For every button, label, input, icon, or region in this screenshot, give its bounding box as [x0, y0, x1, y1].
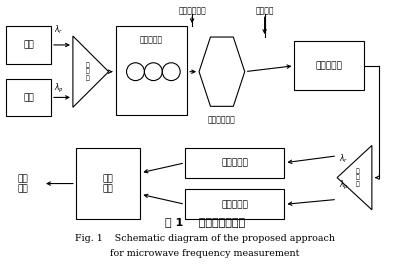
- Text: 合
波
器: 合 波 器: [85, 62, 89, 81]
- Text: $\lambda_p$: $\lambda_p$: [54, 82, 64, 95]
- Bar: [185, 190, 284, 219]
- Text: for microwave frequency measurement: for microwave frequency measurement: [110, 249, 300, 258]
- Text: 光电探测器: 光电探测器: [222, 200, 248, 209]
- Text: 光电探测器: 光电探测器: [222, 158, 248, 167]
- Text: 偏置控制器: 偏置控制器: [140, 36, 163, 44]
- Text: 信号
处理: 信号 处理: [103, 174, 113, 193]
- Text: 光源: 光源: [23, 93, 34, 102]
- Bar: [76, 148, 141, 219]
- Text: 偏置电压: 偏置电压: [255, 6, 274, 15]
- Polygon shape: [337, 145, 372, 210]
- Bar: [115, 26, 187, 115]
- Bar: [294, 41, 364, 91]
- Bar: [6, 26, 51, 64]
- Text: 频率
输出: 频率 输出: [18, 174, 29, 193]
- Text: 射频信号输入: 射频信号输入: [178, 6, 206, 15]
- Text: 光强度调制器: 光强度调制器: [208, 115, 236, 124]
- Text: 光子滤波器: 光子滤波器: [316, 61, 343, 70]
- Text: $\lambda_r$: $\lambda_r$: [339, 153, 349, 165]
- Text: Fig. 1    Schematic diagram of the proposed approach: Fig. 1 Schematic diagram of the proposed…: [75, 234, 335, 243]
- Text: 合
波
器: 合 波 器: [356, 168, 360, 187]
- Text: 光源: 光源: [23, 41, 34, 49]
- Polygon shape: [73, 36, 109, 107]
- Bar: [185, 148, 284, 178]
- Polygon shape: [199, 37, 245, 106]
- Text: $\lambda_r$: $\lambda_r$: [54, 23, 63, 36]
- Text: $\lambda_p$: $\lambda_p$: [339, 179, 349, 192]
- Text: 图 1    瞬时测频原理图: 图 1 瞬时测频原理图: [165, 217, 245, 227]
- Bar: [6, 79, 51, 116]
